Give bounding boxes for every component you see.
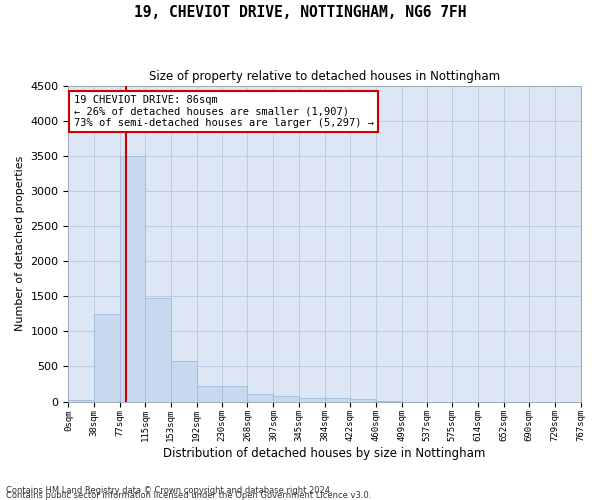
Bar (145, 298, 170, 402)
Text: 19 CHEVIOT DRIVE: 86sqm
← 26% of detached houses are smaller (1,907)
73% of semi: 19 CHEVIOT DRIVE: 86sqm ← 26% of detache… (74, 95, 374, 128)
X-axis label: Distribution of detached houses by size in Nottingham: Distribution of detached houses by size … (163, 447, 485, 460)
Y-axis label: Number of detached properties: Number of detached properties (15, 156, 25, 331)
Bar (197, 386, 222, 402)
Title: Size of property relative to detached houses in Nottingham: Size of property relative to detached ho… (149, 70, 500, 83)
Bar (299, 398, 325, 402)
Bar (247, 394, 274, 402)
Bar (170, 361, 197, 402)
Text: 19, CHEVIOT DRIVE, NOTTINGHAM, NG6 7FH: 19, CHEVIOT DRIVE, NOTTINGHAM, NG6 7FH (134, 5, 466, 20)
Bar (350, 398, 376, 402)
Bar (274, 396, 299, 402)
Bar (68, 400, 94, 402)
Text: Contains HM Land Registry data © Crown copyright and database right 2024.: Contains HM Land Registry data © Crown c… (6, 486, 332, 495)
Bar (222, 386, 247, 402)
Bar (94, 314, 120, 402)
Bar (120, 156, 145, 402)
Text: Contains public sector information licensed under the Open Government Licence v3: Contains public sector information licen… (6, 491, 371, 500)
Bar (325, 398, 350, 402)
